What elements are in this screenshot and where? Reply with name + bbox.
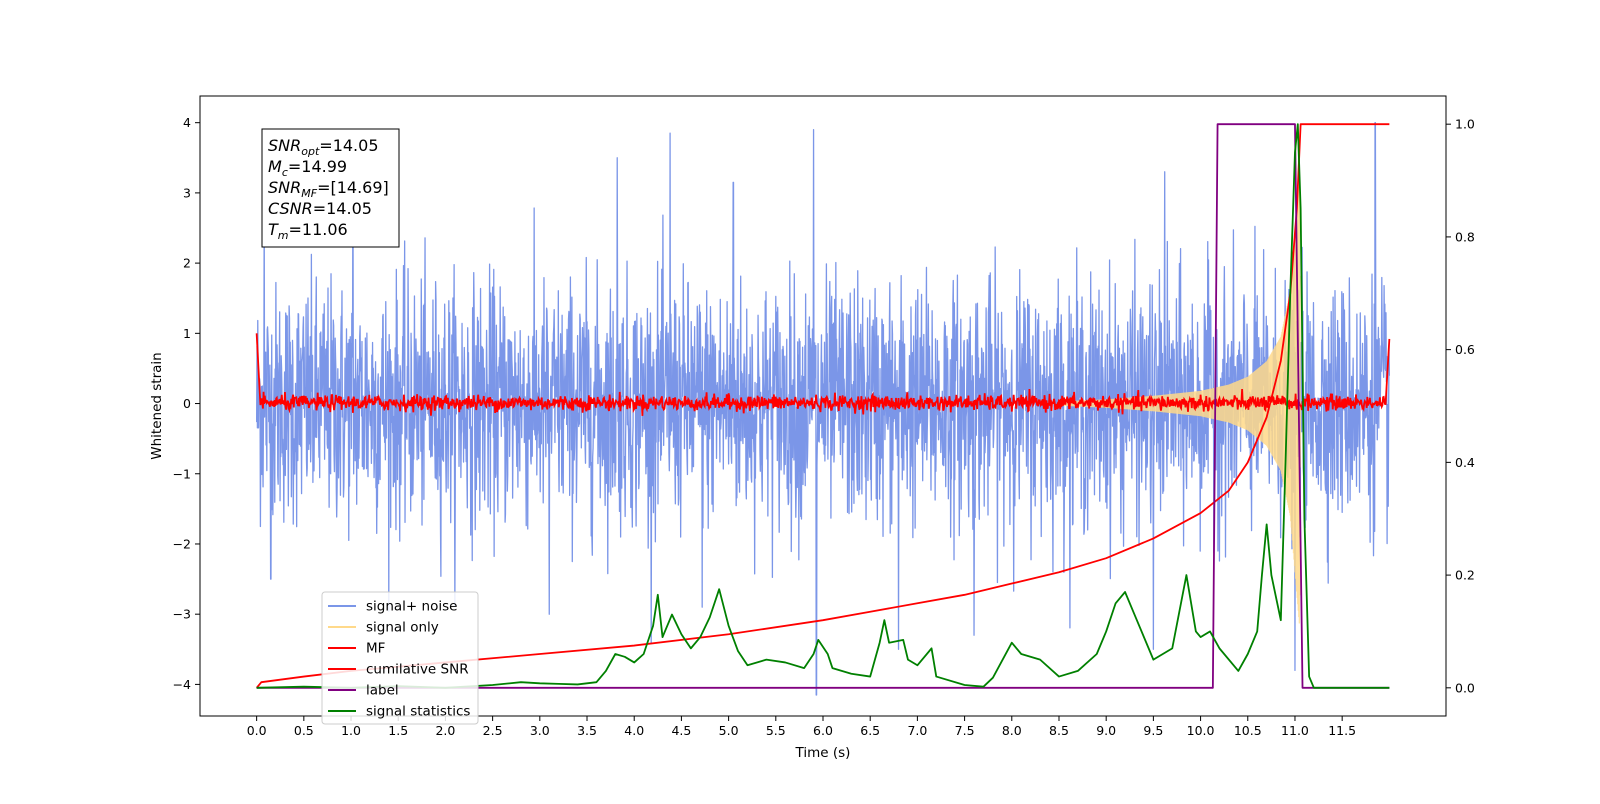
- annotation-symbol: M: [268, 157, 282, 176]
- x-tick-label: 3.0: [530, 723, 550, 738]
- annotation-symbol: SNR: [268, 178, 301, 197]
- annotation-frame: [261, 128, 400, 248]
- x-tick-label: 10.0: [1187, 723, 1215, 738]
- y2-tick-label: 0.8: [1455, 229, 1475, 244]
- x-tick-label: 2.5: [483, 723, 503, 738]
- annotation-subscript: opt: [301, 145, 320, 158]
- annotation-line: SNRopt=14.05: [268, 136, 379, 158]
- y-tick-label: −4: [173, 677, 191, 692]
- legend-entry-label: MF: [366, 641, 385, 657]
- annotation-symbol: SNR: [268, 136, 301, 155]
- x-tick-label: 0.0: [247, 723, 267, 738]
- y-axis-label: Whitened strain: [149, 352, 165, 459]
- annotation-line: CSNR=14.05: [268, 199, 372, 218]
- annotation-line: Mc=14.99: [268, 157, 347, 179]
- annotation-subscript: m: [278, 229, 289, 242]
- x-tick-label: 8.0: [1002, 723, 1022, 738]
- x-tick-label: 8.5: [1049, 723, 1069, 738]
- annotation-value: =11.06: [289, 220, 348, 239]
- y-tick-label: −2: [173, 536, 191, 551]
- annotation-value: =14.05: [319, 136, 378, 155]
- x-tick-label: 9.5: [1143, 723, 1163, 738]
- legend-entry-label: signal only: [366, 620, 439, 636]
- y-tick-label: 3: [183, 185, 191, 200]
- annotation-value: =14.05: [313, 199, 372, 218]
- series-line-mf: [255, 333, 1391, 416]
- y-tick-label: −1: [173, 466, 191, 481]
- y-tick-label: 2: [183, 256, 191, 271]
- y2-tick-label: 0.4: [1455, 455, 1475, 470]
- y2-tick-label: 0.0: [1455, 680, 1475, 695]
- annotation-subscript: MF: [301, 187, 317, 200]
- annotation-value: =14.99: [288, 157, 347, 176]
- x-tick-label: 11.0: [1281, 723, 1309, 738]
- x-tick-label: 11.5: [1328, 723, 1356, 738]
- x-tick-label: 2.0: [435, 723, 455, 738]
- legend: signal+ noise signal only MF cumilative SNR…: [321, 591, 479, 725]
- x-tick-label: 1.0: [341, 723, 361, 738]
- annotation-symbol: T: [268, 220, 279, 239]
- x-tick-label: 6.0: [813, 723, 833, 738]
- x-tick-label: 10.5: [1234, 723, 1262, 738]
- x-tick-label: 3.5: [577, 723, 597, 738]
- x-tick-label: 7.5: [955, 723, 975, 738]
- annotation-line: SNRMF=[14.69]: [268, 178, 389, 200]
- legend-entry-label: label: [366, 683, 399, 699]
- series-line-signal-only: [1058, 180, 1302, 624]
- y-axis-left: −4 −3 −2 −1 0 1 2 3 4: [173, 115, 200, 692]
- y2-tick-label: 0.6: [1455, 342, 1475, 357]
- y2-tick-label: 0.2: [1455, 568, 1475, 583]
- x-tick-label: 5.0: [719, 723, 739, 738]
- x-axis-label: Time (s): [795, 745, 851, 761]
- x-tick-label: 4.5: [671, 723, 691, 738]
- legend-entry-label: signal statistics: [366, 704, 470, 720]
- annotation-box: SNRopt=14.05Mc=14.99SNRMF=[14.69]CSNR=14…: [261, 128, 400, 248]
- y-tick-label: −3: [173, 607, 191, 622]
- annotation-subscript: c: [282, 166, 288, 179]
- x-tick-label: 1.5: [388, 723, 408, 738]
- y-tick-label: 4: [183, 115, 191, 130]
- annotation-line: Tm=11.06: [268, 220, 348, 242]
- x-tick-label: 4.0: [624, 723, 644, 738]
- series-line-signal-statistics: [256, 123, 1390, 689]
- legend-entry-label: signal+ noise: [366, 599, 457, 615]
- x-tick-label: 9.0: [1096, 723, 1116, 738]
- x-tick-label: 5.5: [766, 723, 786, 738]
- x-axis: 0.0 0.5 1.0 1.5 2.0 2.5 3.0 3.5 4.0 4.5 5.0 5.5 6.0 6…: [247, 716, 1356, 738]
- x-tick-label: 0.5: [294, 723, 314, 738]
- y-tick-label: 1: [183, 326, 191, 341]
- legend-frame: [321, 591, 479, 725]
- legend-entry-label: cumilative SNR: [366, 662, 469, 678]
- annotation-symbol: CSNR: [268, 199, 313, 218]
- y-tick-label: 0: [183, 396, 191, 411]
- x-tick-label: 7.0: [907, 723, 927, 738]
- y-axis-right: 0.0 0.2 0.4 0.6 0.8 1.0: [1446, 117, 1475, 695]
- y2-tick-label: 1.0: [1455, 117, 1475, 132]
- annotation-value: =[14.69]: [317, 178, 389, 197]
- x-tick-label: 6.5: [860, 723, 880, 738]
